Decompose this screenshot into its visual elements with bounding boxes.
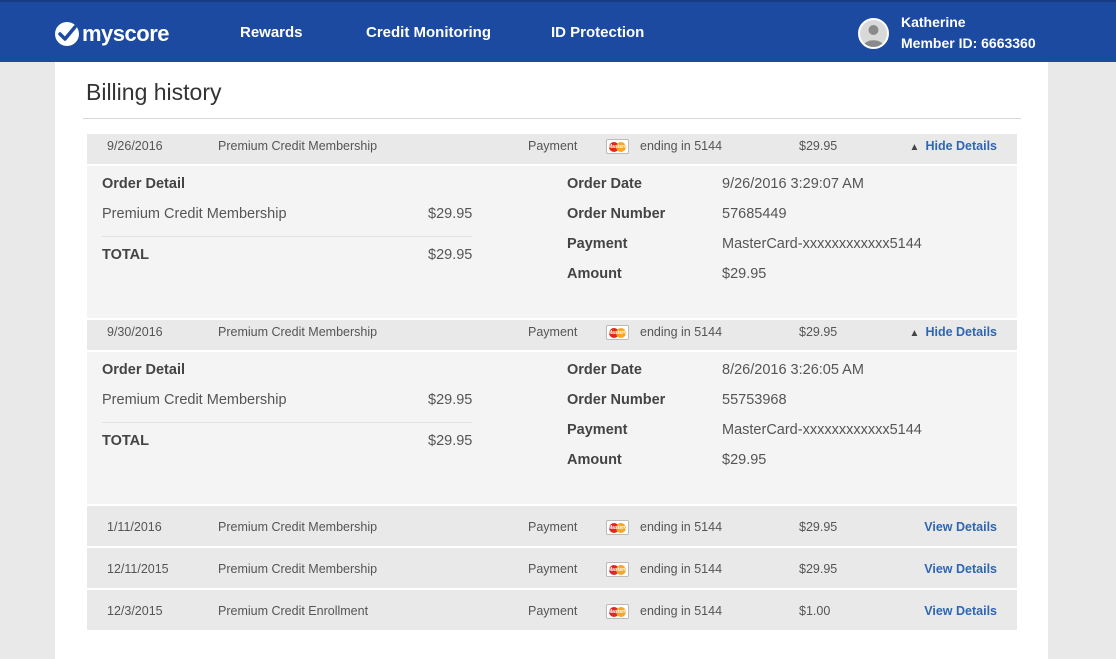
- row-amount: $29.95: [799, 520, 838, 534]
- row-type: Payment: [528, 562, 578, 576]
- view-details-link[interactable]: View Details: [924, 604, 997, 618]
- order-total-label: TOTAL: [102, 247, 149, 263]
- order-number-label: Order Number: [567, 392, 666, 408]
- order-divider: [102, 236, 472, 237]
- row-card-ending: ending in 5144: [640, 139, 723, 153]
- order-detail-heading: Order Detail: [102, 176, 185, 192]
- billing-row: 12/11/2015 Premium Credit Membership Pay…: [87, 548, 1017, 590]
- row-gap: [87, 318, 1017, 320]
- amount-label: Amount: [567, 266, 622, 282]
- row-amount: $1.00: [799, 604, 831, 618]
- row-type: Payment: [528, 139, 578, 153]
- mastercard-icon: MasterCard: [606, 520, 629, 535]
- order-date-label: Order Date: [567, 362, 642, 378]
- mastercard-icon: MasterCard: [606, 562, 629, 577]
- nav-credit-monitoring[interactable]: Credit Monitoring: [366, 24, 491, 41]
- order-total-amount: $29.95: [428, 433, 473, 449]
- row-date: 9/30/2016: [107, 325, 163, 339]
- order-item-amount: $29.95: [428, 392, 473, 408]
- mastercard-icon: MasterCard: [606, 604, 629, 619]
- order-item-amount: $29.95: [428, 206, 473, 222]
- row-amount: $29.95: [799, 139, 838, 153]
- user-avatar-icon[interactable]: [858, 18, 889, 49]
- row-card-ending: ending in 5144: [640, 325, 723, 339]
- order-detail-panel: Order Detail Premium Credit Membership $…: [87, 166, 1017, 318]
- title-divider: [83, 118, 1021, 119]
- member-id: Member ID: 6663360: [901, 35, 1036, 51]
- payment-value: MasterCard-xxxxxxxxxxxx5144: [722, 422, 922, 438]
- order-item: Premium Credit Membership: [102, 392, 287, 408]
- link-label: Hide Details: [925, 139, 997, 153]
- view-details-link[interactable]: View Details: [924, 520, 997, 534]
- hide-details-link[interactable]: ▲ Hide Details: [910, 320, 997, 346]
- row-type: Payment: [528, 604, 578, 618]
- row-description: Premium Credit Membership: [218, 520, 378, 534]
- view-details-link[interactable]: View Details: [924, 562, 997, 576]
- row-type: Payment: [528, 520, 578, 534]
- brand-name: myscore: [82, 21, 170, 46]
- order-divider: [102, 422, 472, 423]
- order-number-value: 55753968: [722, 392, 787, 408]
- top-nav-bar: myscore Rewards Credit Monitoring ID Pro…: [0, 0, 1116, 62]
- row-card-ending: ending in 5144: [640, 604, 723, 618]
- amount-value: $29.95: [722, 452, 767, 468]
- mastercard-icon: MasterCard: [606, 325, 629, 340]
- payment-label: Payment: [567, 236, 628, 252]
- nav-rewards[interactable]: Rewards: [240, 24, 303, 41]
- row-gap: [87, 504, 1017, 506]
- row-description: Premium Credit Membership: [218, 562, 378, 576]
- order-date-value: 8/26/2016 3:26:05 AM: [722, 362, 864, 378]
- row-description: Premium Credit Membership: [218, 325, 378, 339]
- order-total-label: TOTAL: [102, 433, 149, 449]
- row-card-ending: ending in 5144: [640, 520, 723, 534]
- order-detail-panel: Order Detail Premium Credit Membership $…: [87, 352, 1017, 504]
- billing-row: 9/30/2016 Premium Credit Membership Paym…: [87, 320, 1017, 352]
- link-label: Hide Details: [925, 325, 997, 339]
- chevron-up-icon: ▲: [909, 328, 920, 339]
- page-title: Billing history: [86, 79, 222, 105]
- billing-list: 9/26/2016 Premium Credit Membership Paym…: [87, 134, 1017, 634]
- order-date-value: 9/26/2016 3:29:07 AM: [722, 176, 864, 192]
- row-card-ending: ending in 5144: [640, 562, 723, 576]
- row-type: Payment: [528, 325, 578, 339]
- billing-row: 1/11/2016 Premium Credit Membership Paym…: [87, 506, 1017, 548]
- row-description: Premium Credit Enrollment: [218, 604, 369, 618]
- row-date: 1/11/2016: [107, 520, 162, 534]
- checkmark-logo-icon: [55, 22, 79, 46]
- billing-panel: Billing history 9/26/2016 Premium Credit…: [55, 62, 1048, 659]
- billing-row: 9/26/2016 Premium Credit Membership Paym…: [87, 134, 1017, 166]
- payment-label: Payment: [567, 422, 628, 438]
- mastercard-icon: MasterCard: [606, 139, 629, 154]
- order-detail-heading: Order Detail: [102, 362, 185, 378]
- order-date-label: Order Date: [567, 176, 642, 192]
- chevron-up-icon: ▲: [909, 142, 920, 153]
- row-date: 12/3/2015: [107, 604, 163, 618]
- billing-row: 12/3/2015 Premium Credit Enrollment Paym…: [87, 590, 1017, 632]
- row-date: 9/26/2016: [107, 139, 163, 153]
- order-total-amount: $29.95: [428, 247, 473, 263]
- hide-details-link[interactable]: ▲ Hide Details: [910, 134, 997, 160]
- order-item: Premium Credit Membership: [102, 206, 287, 222]
- row-amount: $29.95: [799, 562, 838, 576]
- row-date: 12/11/2015: [107, 562, 169, 576]
- amount-label: Amount: [567, 452, 622, 468]
- row-amount: $29.95: [799, 325, 838, 339]
- nav-id-protection[interactable]: ID Protection: [551, 24, 645, 41]
- row-description: Premium Credit Membership: [218, 139, 378, 153]
- payment-value: MasterCard-xxxxxxxxxxxx5144: [722, 236, 922, 252]
- amount-value: $29.95: [722, 266, 767, 282]
- brand-logo[interactable]: myscore: [55, 20, 170, 48]
- user-name: Katherine: [901, 14, 966, 30]
- order-number-label: Order Number: [567, 206, 666, 222]
- order-number-value: 57685449: [722, 206, 787, 222]
